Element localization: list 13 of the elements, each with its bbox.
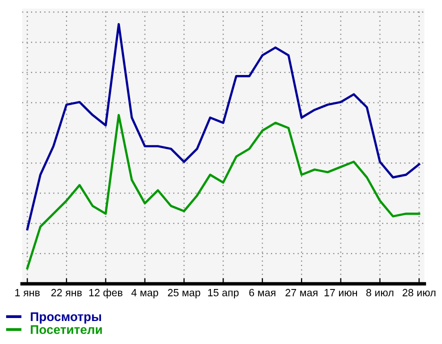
x-tick-label: 6 мая: [249, 288, 276, 296]
x-tick-label: 15 апр: [208, 289, 239, 298]
legend-label: Просмотры: [30, 312, 101, 324]
x-tick-label: 17 июн: [324, 289, 357, 296]
x-tick-label: 22 янв: [51, 288, 82, 296]
x-tick-label: 28 июл: [402, 288, 436, 296]
x-tick-label: 4 мар: [131, 289, 158, 298]
legend-label: Посетители: [30, 325, 102, 334]
x-tick-label: 25 мар: [168, 288, 200, 298]
x-tick-label: 8 июл: [366, 288, 394, 296]
x-tick-label: 1 янв: [15, 289, 40, 296]
x-tick-label: 12 фев: [89, 288, 122, 298]
x-tick-label: 27 мая: [286, 288, 318, 296]
